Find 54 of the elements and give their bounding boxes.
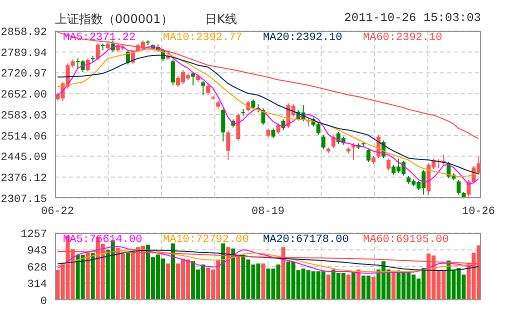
bar: [90, 253, 95, 300]
candlestick: [206, 84, 210, 96]
candlestick: [221, 108, 226, 142]
bar: [392, 270, 396, 300]
bar: [326, 274, 330, 300]
bar: [231, 248, 236, 300]
bar: [166, 263, 170, 300]
y-tick-label: 2514.06: [0, 131, 47, 144]
chart-subtitle: 日K线: [205, 11, 237, 28]
x-tick-label: 08-19: [251, 206, 285, 218]
text: MA60:2392.10: [363, 32, 444, 45]
bar: [346, 274, 350, 300]
candlestick: [226, 130, 230, 160]
candlestick: [96, 42, 100, 61]
bar: [371, 276, 376, 300]
candlestick: [271, 128, 276, 139]
bar: [171, 243, 176, 300]
x-tick-label: 10-26: [462, 206, 495, 218]
text: 2011-10-26 15:03:03: [344, 11, 481, 25]
bar: [351, 272, 356, 300]
chart-title: 上证指数（000001）: [55, 11, 173, 28]
series-label: MA60:69195.00: [363, 234, 450, 247]
y-tick-label: 2652.00: [0, 90, 47, 102]
y-tick-label: 628: [27, 262, 47, 274]
line-series: [57, 32, 479, 139]
y-tick-label: 1257: [20, 228, 47, 241]
candlestick: [456, 179, 461, 196]
candlestick: [386, 158, 391, 172]
y-tick-label: 2583.03: [0, 110, 47, 122]
y-tick-label: 2720.97: [0, 68, 47, 81]
series-label: MA10:72792.00: [163, 234, 250, 247]
candlestick: [276, 122, 280, 134]
y-tick-label: 0: [40, 296, 47, 308]
text: MA20:2392.10: [263, 32, 344, 45]
candlestick: [236, 113, 240, 142]
candlestick: [251, 98, 256, 110]
bar: [356, 270, 360, 300]
y-tick-label: 2789.94: [0, 48, 48, 60]
y-tick-label: 2376.12: [0, 173, 47, 186]
series-label: MA20:67178.00: [263, 234, 350, 247]
y-tick-label: 2858.92: [0, 26, 47, 39]
y-tick-label: 943: [27, 246, 47, 258]
y-tick-label: 314: [27, 279, 48, 292]
series-label: MA10:2392.77: [163, 32, 244, 45]
candlestick: [321, 134, 326, 150]
bar: [126, 251, 130, 300]
y-tick-label: 2445.09: [0, 152, 47, 164]
candlestick: [201, 80, 206, 96]
candlestick: [366, 148, 370, 163]
bar: [221, 243, 226, 300]
bar: [261, 263, 266, 300]
y-tick-label: 2307.15: [0, 194, 47, 206]
x-tick-label: 06-22: [41, 206, 74, 218]
candlestick: [171, 58, 176, 86]
